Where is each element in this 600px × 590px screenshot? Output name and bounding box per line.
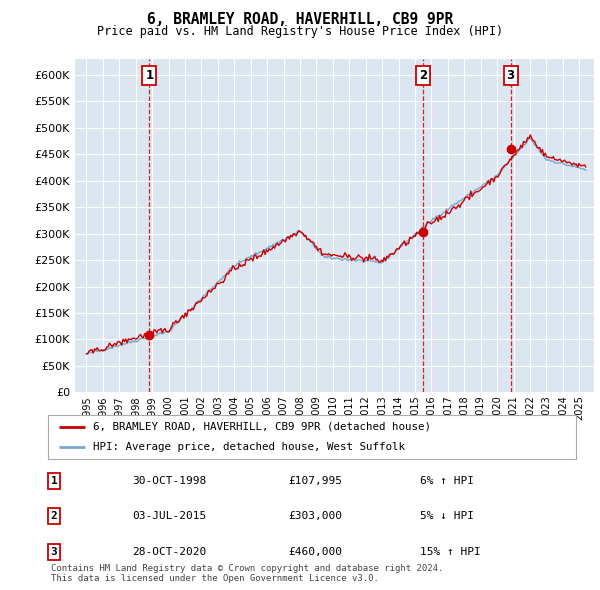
Text: 03-JUL-2015: 03-JUL-2015 <box>132 512 206 521</box>
Text: HPI: Average price, detached house, West Suffolk: HPI: Average price, detached house, West… <box>93 442 405 452</box>
Text: 1: 1 <box>145 70 154 83</box>
Text: £303,000: £303,000 <box>288 512 342 521</box>
Text: 6, BRAMLEY ROAD, HAVERHILL, CB9 9PR: 6, BRAMLEY ROAD, HAVERHILL, CB9 9PR <box>147 12 453 27</box>
Text: 28-OCT-2020: 28-OCT-2020 <box>132 547 206 556</box>
Text: 2: 2 <box>419 70 427 83</box>
Text: 5% ↓ HPI: 5% ↓ HPI <box>420 512 474 521</box>
Text: £107,995: £107,995 <box>288 476 342 486</box>
Text: 2: 2 <box>50 512 58 521</box>
Text: 3: 3 <box>50 547 58 556</box>
Text: 30-OCT-1998: 30-OCT-1998 <box>132 476 206 486</box>
Text: 1: 1 <box>50 476 58 486</box>
Text: 6, BRAMLEY ROAD, HAVERHILL, CB9 9PR (detached house): 6, BRAMLEY ROAD, HAVERHILL, CB9 9PR (det… <box>93 422 431 432</box>
Text: 6% ↑ HPI: 6% ↑ HPI <box>420 476 474 486</box>
Text: 3: 3 <box>506 70 515 83</box>
Text: Contains HM Land Registry data © Crown copyright and database right 2024.
This d: Contains HM Land Registry data © Crown c… <box>51 563 443 583</box>
Text: Price paid vs. HM Land Registry's House Price Index (HPI): Price paid vs. HM Land Registry's House … <box>97 25 503 38</box>
Text: £460,000: £460,000 <box>288 547 342 556</box>
Text: 15% ↑ HPI: 15% ↑ HPI <box>420 547 481 556</box>
